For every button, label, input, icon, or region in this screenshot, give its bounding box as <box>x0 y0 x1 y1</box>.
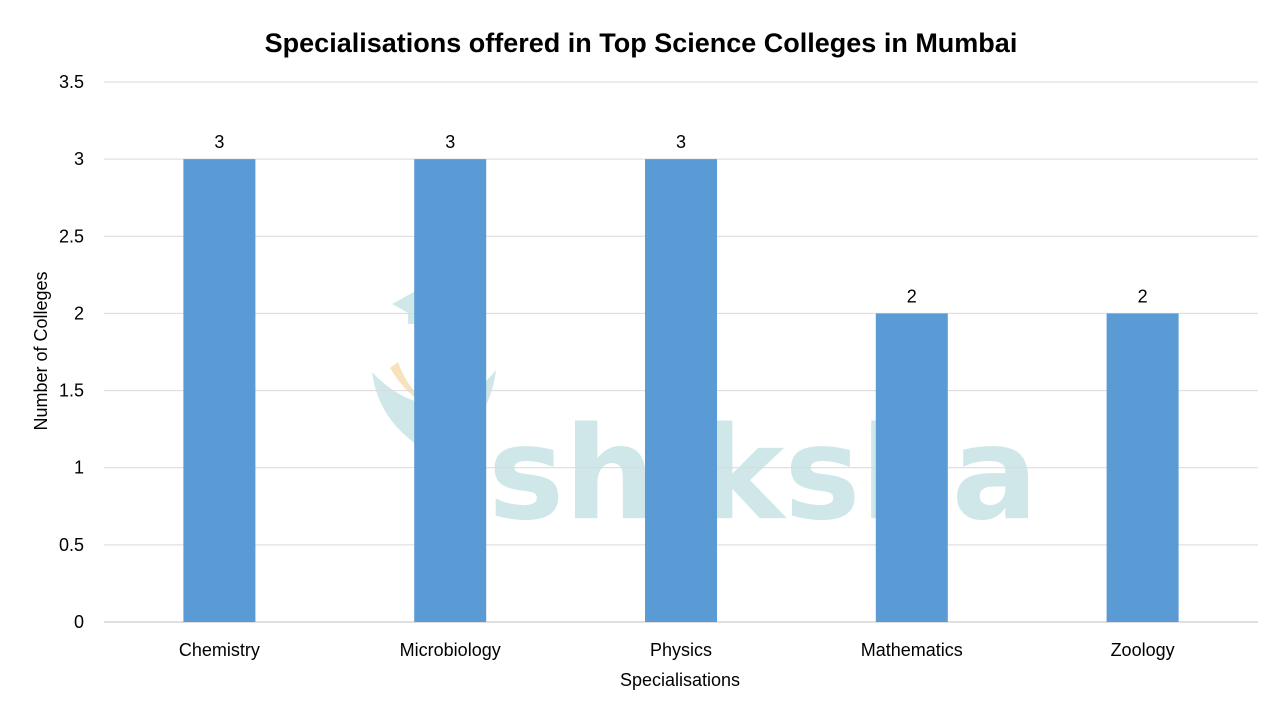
data-label: 2 <box>907 286 917 306</box>
x-axis-ticks: Chemistry Microbiology Physics Mathematics Z… <box>179 640 1175 660</box>
bar-physics <box>645 159 717 622</box>
bar-microbiology <box>414 159 487 622</box>
bar-zoology <box>1106 313 1179 622</box>
y-axis-label: Number of Colleges <box>31 271 51 430</box>
data-labels: 3 3 3 2 2 <box>214 132 1147 306</box>
y-axis-ticks: 0 0.5 1 1.5 2 2.5 3 3.5 <box>59 72 84 632</box>
y-tick-label: 1.5 <box>59 381 84 401</box>
bar-mathematics <box>875 313 948 622</box>
chart-title: Specialisations offered in Top Science C… <box>265 28 1018 58</box>
y-tick-label: 2 <box>74 303 84 323</box>
x-tick-label: Chemistry <box>179 640 260 660</box>
y-tick-label: 1 <box>74 458 84 478</box>
y-tick-label: 2.5 <box>59 226 84 246</box>
x-tick-label: Microbiology <box>400 640 501 660</box>
y-tick-label: 3.5 <box>59 72 84 92</box>
y-tick-label: 0.5 <box>59 535 84 555</box>
watermark-text: shiksha <box>488 400 1038 549</box>
data-label: 3 <box>445 132 455 152</box>
bars <box>183 159 1179 622</box>
x-tick-label: Mathematics <box>861 640 963 660</box>
x-axis-label: Specialisations <box>620 670 740 690</box>
y-tick-label: 0 <box>74 612 84 632</box>
y-tick-label: 3 <box>74 149 84 169</box>
data-label: 3 <box>676 132 686 152</box>
x-tick-label: Physics <box>650 640 712 660</box>
data-label: 2 <box>1138 286 1148 306</box>
data-label: 3 <box>214 132 224 152</box>
x-tick-label: Zoology <box>1111 640 1175 660</box>
bar-chemistry <box>183 159 256 622</box>
